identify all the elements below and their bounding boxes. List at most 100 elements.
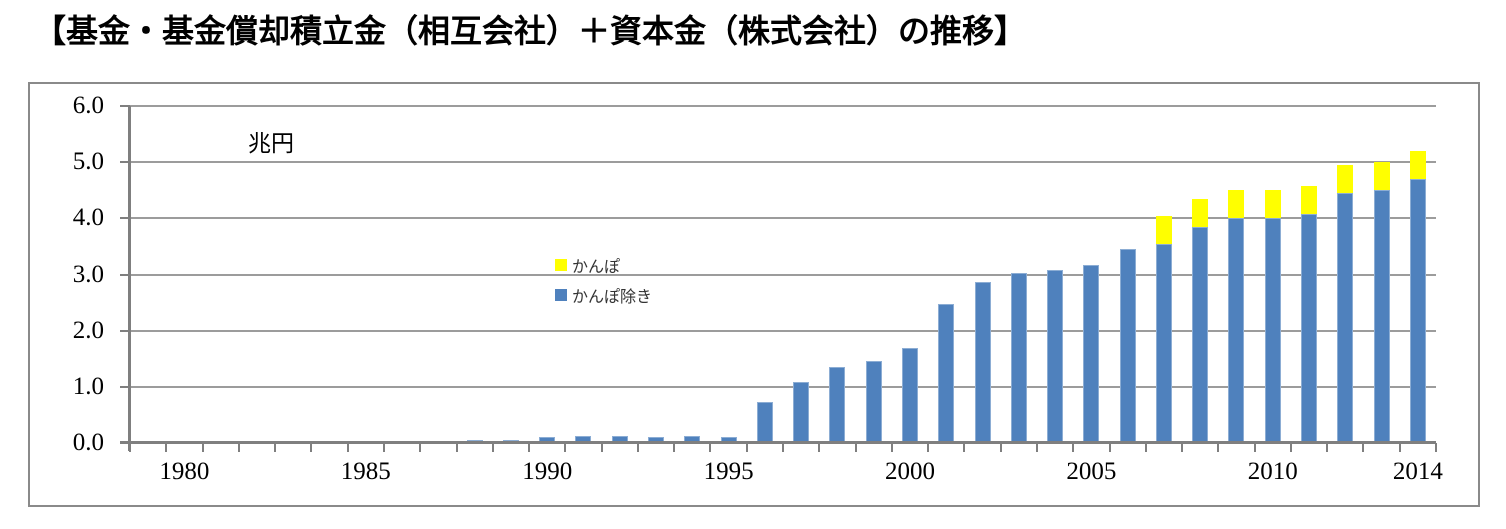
x-tick-label: 2010 (1247, 458, 1298, 485)
y-axis-tick (120, 329, 130, 332)
x-axis-tick (1326, 443, 1329, 452)
y-axis-tick (120, 217, 130, 220)
bar-2000 (901, 348, 918, 443)
y-axis-tick (120, 273, 130, 276)
x-tick-label: 2005 (1066, 458, 1117, 485)
x-axis-tick (1289, 443, 1292, 452)
x-axis-tick (1108, 443, 1111, 452)
gridline (130, 273, 1436, 276)
x-axis-tick (854, 443, 857, 452)
bar-segment-kanpo-nozoki (1301, 213, 1318, 443)
x-tick-label: 1990 (522, 458, 573, 485)
y-axis-line (128, 106, 131, 451)
legend-row: かんぽ (555, 250, 652, 280)
x-axis-tick (600, 443, 603, 452)
gridline (130, 329, 1436, 332)
bar-segment-kanpo-nozoki (1047, 270, 1064, 443)
x-axis-tick (927, 443, 930, 452)
bar-segment-kanpo-nozoki (1119, 249, 1136, 443)
y-tick-label: 0.0 (72, 429, 104, 456)
x-axis-tick (237, 443, 240, 452)
bar-segment-kanpo (1301, 185, 1318, 214)
x-axis-tick (564, 443, 567, 452)
bar-segment-kanpo (1409, 150, 1426, 180)
bar-2011 (1301, 185, 1318, 443)
bar-segment-kanpo (1155, 215, 1172, 244)
x-axis-tick (963, 443, 966, 452)
bar-segment-kanpo-nozoki (648, 437, 665, 443)
x-axis-tick (1072, 443, 1075, 452)
bar-segment-kanpo-nozoki (938, 303, 955, 443)
x-axis-tick (636, 443, 639, 452)
bar-1998 (829, 367, 846, 443)
legend-row: かんぽ除き (555, 280, 652, 310)
y-tick-label: 6.0 (72, 92, 104, 119)
bar-segment-kanpo-nozoki (684, 436, 701, 443)
bar-segment-kanpo-nozoki (575, 436, 592, 443)
x-axis-tick (999, 443, 1002, 452)
gridline (130, 217, 1436, 220)
x-axis-tick (1435, 443, 1437, 452)
bar-segment-kanpo-nozoki (1264, 218, 1281, 443)
bar-segment-kanpo-nozoki (901, 348, 918, 443)
x-axis-tick (709, 443, 712, 452)
x-axis-tick (890, 443, 893, 452)
legend-label: かんぽ除き (572, 289, 653, 306)
bar-2002 (974, 282, 991, 443)
x-axis-tick (274, 443, 277, 452)
y-axis-tick (120, 105, 130, 107)
x-axis-tick (165, 443, 168, 452)
x-axis-line (120, 441, 1436, 444)
bar-segment-kanpo-nozoki (611, 436, 628, 443)
bar-2001 (938, 303, 955, 443)
y-tick-label: 5.0 (72, 148, 104, 176)
x-tick-label: 2014 (1392, 458, 1443, 485)
bar-segment-kanpo-nozoki (865, 361, 882, 443)
legend-swatch-icon (555, 289, 567, 301)
x-axis-tick (346, 443, 349, 452)
gridline (130, 105, 1436, 107)
y-axis-tick (120, 161, 130, 164)
bar-segment-kanpo-nozoki (720, 437, 737, 443)
page-title: 【基金・基金償却積立金（相互会社）＋資本金（株式会社）の推移】 (34, 13, 1027, 49)
bar-segment-kanpo (1228, 190, 1245, 219)
bar-1993 (648, 437, 665, 443)
bar-segment-kanpo-nozoki (829, 367, 846, 443)
y-tick-label: 4.0 (72, 204, 104, 232)
legend-label: かんぽ (572, 259, 621, 276)
x-axis-tick (491, 443, 494, 452)
bar-1999 (865, 361, 882, 443)
bar-segment-kanpo-nozoki (1373, 190, 1390, 443)
x-axis-tick (310, 443, 313, 452)
y-tick-label: 3.0 (72, 260, 104, 288)
bar-segment-kanpo-nozoki (1192, 226, 1209, 443)
bar-2010 (1264, 190, 1281, 443)
x-axis-tick (1035, 443, 1038, 452)
x-axis-tick (673, 443, 676, 452)
x-axis-tick (1181, 443, 1184, 452)
x-axis-tick (818, 443, 821, 452)
bar-segment-kanpo (1373, 162, 1390, 191)
x-axis-tick (201, 443, 204, 452)
bar-segment-kanpo-nozoki (1337, 193, 1354, 443)
x-axis-tick (129, 443, 131, 452)
legend: かんぽ かんぽ除き (555, 250, 652, 310)
bar-2005 (1083, 264, 1100, 443)
x-axis-tick (455, 443, 458, 452)
bar-segment-kanpo-nozoki (1409, 179, 1426, 443)
bar-segment-kanpo-nozoki (793, 382, 810, 443)
gridline (130, 161, 1436, 164)
bar-2013 (1373, 162, 1390, 443)
bar-2014 (1409, 150, 1426, 443)
x-axis-tick (1217, 443, 1220, 452)
bar-2006 (1119, 249, 1136, 443)
x-tick-label: 1980 (159, 458, 210, 485)
x-axis-tick (1144, 443, 1147, 452)
bar-segment-kanpo-nozoki (974, 282, 991, 443)
bar-2004 (1047, 270, 1064, 443)
x-tick-label: 1985 (340, 458, 391, 485)
bar-segment-kanpo-nozoki (539, 437, 556, 443)
x-tick-label: 1995 (703, 458, 754, 485)
x-axis-tick (1398, 443, 1401, 452)
bar-segment-kanpo-nozoki (1083, 264, 1100, 443)
